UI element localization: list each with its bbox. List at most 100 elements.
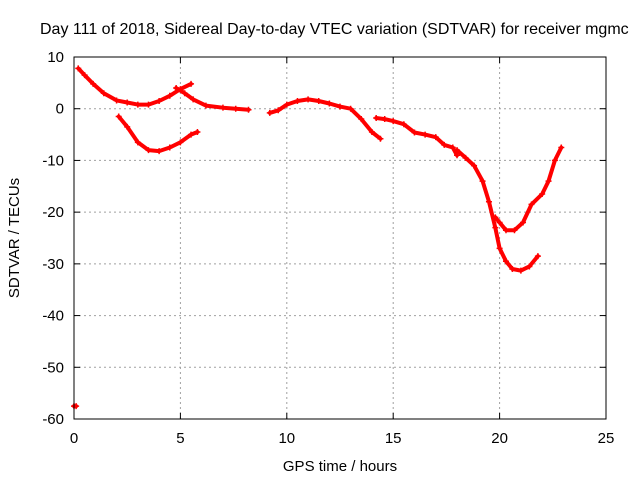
data-point xyxy=(181,90,188,97)
data-point xyxy=(526,263,533,270)
y-tick-label: 10 xyxy=(47,49,64,66)
data-point xyxy=(337,103,343,110)
y-tick-label: -50 xyxy=(42,359,64,376)
data-point xyxy=(368,128,375,135)
data-point xyxy=(283,101,290,108)
series-arc-3 xyxy=(174,86,251,112)
series-arc-2 xyxy=(116,114,200,154)
data-point xyxy=(551,157,558,164)
data-point xyxy=(471,162,478,169)
tick-layer: 0 5 10 15 20 25 10 0 -10 -20 -30 -40 -50 -60 xyxy=(42,49,614,447)
data-point xyxy=(411,129,418,136)
data-point xyxy=(145,147,152,154)
data-point xyxy=(124,123,131,130)
y-axis-label: SDTVAR / TECUs xyxy=(6,178,23,298)
data-point xyxy=(166,144,173,151)
x-tick-label: 15 xyxy=(385,430,402,447)
data-point xyxy=(373,115,380,122)
y-tick-label: -40 xyxy=(42,308,64,325)
x-axis-label: GPS time / hours xyxy=(283,458,397,475)
series-arc-6 xyxy=(455,148,540,273)
plot-frame xyxy=(73,56,607,420)
data-point xyxy=(188,80,195,87)
data-point xyxy=(75,65,82,72)
data-point xyxy=(539,191,546,198)
data-point xyxy=(100,90,107,97)
data-point xyxy=(124,99,131,106)
data-point xyxy=(315,97,322,104)
data-point xyxy=(134,101,141,108)
data-point xyxy=(496,219,503,226)
data-point xyxy=(390,118,397,125)
data-point xyxy=(517,267,524,274)
data-point xyxy=(449,144,456,151)
y-tick-label: -20 xyxy=(42,204,64,221)
data-point xyxy=(275,107,282,114)
data-point xyxy=(545,178,552,185)
data-point xyxy=(166,92,173,99)
chart-title: Day 111 of 2018, Sidereal Day-to-day VTE… xyxy=(40,21,629,38)
data-point xyxy=(377,135,384,142)
x-tick-label: 25 xyxy=(598,430,615,447)
y-tick-label: -30 xyxy=(42,256,64,273)
data-point xyxy=(294,97,301,104)
data-point xyxy=(502,227,509,234)
y-tick-label: 0 xyxy=(56,101,64,118)
data-point xyxy=(266,109,273,116)
data-point xyxy=(81,72,88,79)
data-point xyxy=(454,147,461,154)
series-arc-7 xyxy=(493,145,564,233)
data-point xyxy=(326,100,333,107)
x-tick-label: 20 xyxy=(491,430,508,447)
data-point xyxy=(358,116,365,123)
grid-layer xyxy=(74,57,606,419)
data-point xyxy=(305,96,312,103)
data-point xyxy=(90,80,97,87)
data-point xyxy=(454,152,461,159)
series-arc-5 xyxy=(374,116,459,158)
data-point xyxy=(347,105,354,112)
series-layer xyxy=(71,65,565,410)
data-point xyxy=(219,104,226,111)
x-tick-label: 0 xyxy=(70,430,78,447)
data-point xyxy=(479,178,486,185)
data-point xyxy=(245,106,252,113)
series-arc-4 xyxy=(267,97,383,141)
data-point xyxy=(534,253,541,260)
data-point xyxy=(492,224,499,231)
data-point xyxy=(462,154,469,161)
data-point xyxy=(496,245,503,252)
data-point xyxy=(511,227,518,234)
data-point xyxy=(400,121,407,128)
data-point xyxy=(177,139,184,146)
y-tick-label: -60 xyxy=(42,411,64,428)
data-point xyxy=(422,131,429,138)
data-point xyxy=(528,201,535,208)
data-point xyxy=(558,144,565,151)
series-arc-1 xyxy=(76,66,193,107)
data-point xyxy=(492,214,499,221)
data-point xyxy=(432,134,439,141)
y-tick-label: -10 xyxy=(42,152,64,169)
data-point xyxy=(485,198,492,205)
data-point xyxy=(145,101,152,108)
data-point xyxy=(194,128,201,135)
data-point xyxy=(232,105,239,112)
data-point xyxy=(188,131,195,138)
data-point xyxy=(156,97,163,104)
data-point xyxy=(190,96,197,103)
data-point xyxy=(115,113,122,120)
data-point xyxy=(156,148,163,155)
data-point xyxy=(134,139,141,146)
data-point xyxy=(381,116,388,123)
data-point xyxy=(173,85,180,92)
data-point xyxy=(502,258,509,265)
x-tick-label: 5 xyxy=(176,430,184,447)
data-point xyxy=(113,97,120,104)
data-point xyxy=(441,141,448,148)
x-tick-label: 10 xyxy=(278,430,295,447)
data-point xyxy=(520,219,527,226)
data-point xyxy=(509,266,516,273)
data-point xyxy=(202,102,209,109)
